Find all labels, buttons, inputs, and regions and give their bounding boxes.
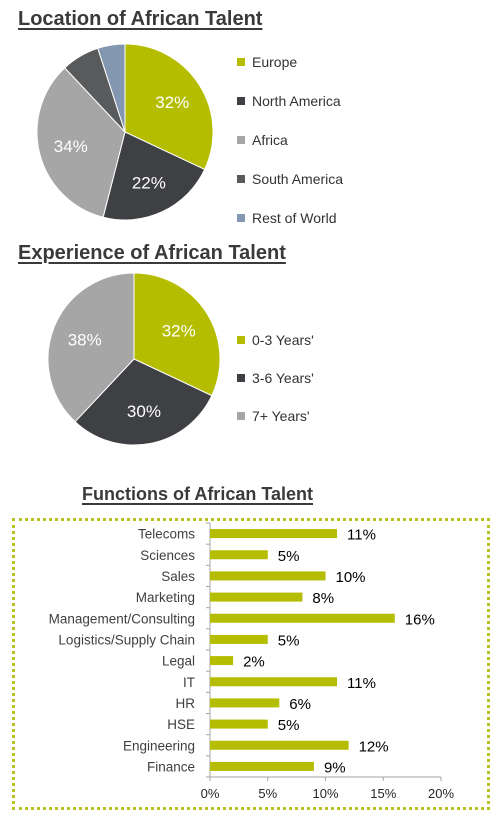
functions-category-label: Finance	[147, 759, 195, 774]
experience-legend-swatch-0-3-years	[237, 336, 245, 344]
experience-legend-label-0-3-years: 0-3 Years'	[252, 332, 314, 348]
location-legend-swatch-europe	[237, 58, 245, 66]
location-legend-swatch-north-america	[237, 97, 245, 105]
location-data-label-north-america: 22%	[132, 174, 166, 193]
functions-x-tick-label: 5%	[258, 786, 277, 801]
functions-bar	[210, 592, 303, 602]
functions-category-label: Marketing	[136, 590, 195, 605]
location-slice-rest-of-world	[97, 43, 126, 133]
functions-data-label: 2%	[243, 654, 265, 671]
location-legend-swatch-rest-of-world	[237, 214, 245, 222]
functions-category-label: Management/Consulting	[49, 611, 195, 626]
location-legend-item-africa: Africa	[237, 132, 288, 148]
functions-chart-frame	[12, 518, 490, 810]
functions-bar	[210, 656, 234, 666]
location-legend-item-rest-of-world: Rest of World	[237, 210, 337, 226]
functions-bar	[210, 613, 395, 623]
functions-category-label: Sales	[161, 569, 195, 584]
functions-data-label: 10%	[336, 569, 366, 586]
functions-category-label: IT	[183, 675, 195, 690]
functions-category-label: HR	[176, 696, 196, 711]
location-legend-swatch-south-america	[237, 175, 245, 183]
location-data-label-africa: 34%	[54, 137, 88, 156]
experience-slice-3-6-years	[74, 358, 213, 446]
experience-data-label-0-3-years: 32%	[162, 322, 196, 341]
functions-bar	[210, 761, 314, 771]
functions-bar	[210, 529, 338, 539]
functions-data-label: 5%	[278, 632, 300, 649]
functions-chart-title: Functions of African Talent	[82, 484, 314, 504]
functions-x-tick-label: 15%	[370, 786, 396, 801]
location-data-label-europe: 32%	[155, 93, 189, 112]
location-legend-item-europe: Europe	[237, 54, 297, 70]
functions-data-label: 16%	[405, 611, 435, 628]
location-slice-europe	[124, 43, 214, 171]
functions-data-label: 11%	[347, 527, 376, 544]
location-chart-title: Location of African Talent	[18, 8, 263, 30]
location-slice-africa	[36, 67, 126, 218]
experience-legend-swatch-3-6-years	[237, 374, 245, 382]
location-legend-label-south-america: South America	[252, 171, 344, 187]
experience-slice-7-years	[47, 272, 135, 423]
functions-x-tick-label: 20%	[428, 786, 454, 801]
functions-bar	[210, 677, 338, 687]
functions-data-label: 5%	[278, 548, 300, 565]
functions-category-label: Sciences	[140, 548, 195, 563]
experience-legend-item-3-6-years: 3-6 Years'	[237, 370, 314, 386]
functions-bar	[210, 740, 349, 750]
location-legend-label-north-america: North America	[252, 93, 341, 109]
functions-data-label: 6%	[289, 696, 311, 713]
location-legend-item-south-america: South America	[237, 171, 343, 187]
location-legend-item-north-america: North America	[237, 93, 341, 109]
functions-bar	[210, 571, 326, 581]
functions-category-label: Logistics/Supply Chain	[58, 632, 195, 647]
functions-category-label: HSE	[167, 717, 195, 732]
experience-legend-swatch-7-years	[237, 412, 245, 420]
functions-category-label: Telecoms	[138, 527, 195, 542]
functions-bar	[210, 719, 268, 729]
experience-data-label-3-6-years: 30%	[127, 402, 161, 421]
experience-legend-label-7-years: 7+ Years'	[252, 408, 310, 424]
functions-data-label: 12%	[359, 738, 389, 755]
location-legend-label-europe: Europe	[252, 54, 298, 70]
location-legend-swatch-africa	[237, 136, 245, 144]
functions-x-tick-label: 10%	[312, 786, 338, 801]
functions-bar	[210, 698, 280, 708]
experience-legend-item-0-3-years: 0-3 Years'	[237, 332, 314, 348]
functions-data-label: 9%	[324, 759, 346, 776]
experience-slice-0-3-years	[133, 272, 221, 397]
location-legend-label-africa: Africa	[252, 132, 288, 148]
functions-x-tick-label: 0%	[201, 786, 220, 801]
functions-category-label: Engineering	[123, 738, 195, 753]
functions-data-label: 11%	[347, 675, 376, 692]
experience-data-label-7-years: 38%	[68, 330, 102, 349]
location-slice-north-america	[102, 131, 206, 221]
functions-data-label: 8%	[312, 590, 334, 607]
functions-data-label: 5%	[278, 717, 300, 734]
experience-chart-title: Experience of African Talent	[18, 242, 286, 264]
functions-bar	[210, 634, 268, 644]
location-legend-label-rest-of-world: Rest of World	[252, 210, 337, 226]
functions-bar	[210, 550, 268, 560]
experience-legend-label-3-6-years: 3-6 Years'	[252, 370, 314, 386]
functions-category-label: Legal	[162, 654, 195, 669]
experience-legend-item-7-years: 7+ Years'	[237, 408, 310, 424]
